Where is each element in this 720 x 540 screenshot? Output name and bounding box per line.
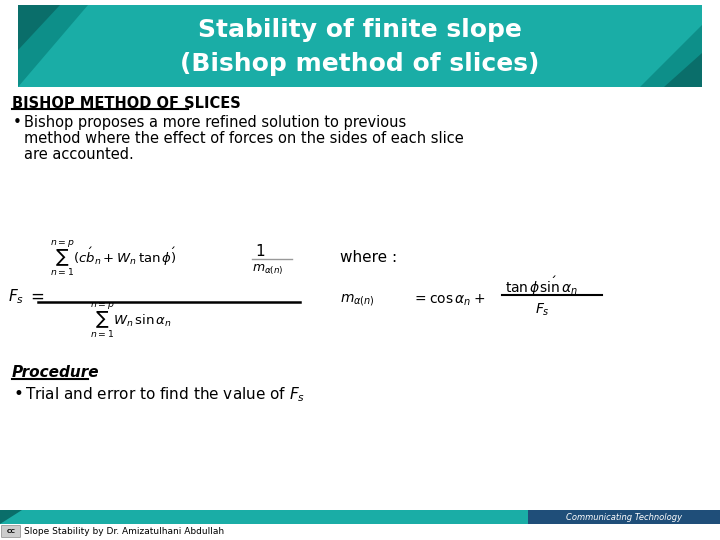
Text: =: = (30, 288, 44, 306)
Bar (0, 524, 720, 540)
Text: where :: where : (340, 251, 397, 266)
FancyBboxPatch shape (1, 525, 20, 537)
Text: method where the effect of forces on the sides of each slice: method where the effect of forces on the… (24, 131, 464, 146)
Text: $m_{\alpha(n)}$: $m_{\alpha(n)}$ (340, 292, 375, 308)
Text: $1$: $1$ (255, 243, 265, 259)
Text: Communicating Technology: Communicating Technology (566, 512, 682, 522)
Text: Procedure: Procedure (12, 365, 99, 380)
Bar (18, 5, 702, 87)
Polygon shape (664, 53, 702, 87)
Text: $m_{\alpha(n)}$: $m_{\alpha(n)}$ (252, 263, 284, 277)
Text: $\sum_{n=1}^{n=p}(c\'b_n + W_n\,\tan\phi\')$: $\sum_{n=1}^{n=p}(c\'b_n + W_n\,\tan\phi… (50, 238, 176, 278)
Text: •: • (13, 115, 22, 130)
Text: $F_s$: $F_s$ (535, 302, 550, 318)
Text: Bishop proposes a more refined solution to previous: Bishop proposes a more refined solution … (24, 115, 406, 130)
Text: $= \cos\alpha_n +$: $= \cos\alpha_n +$ (412, 292, 485, 308)
Text: $\sum_{n=1}^{n=p} W_n\,\sin\alpha_n$: $\sum_{n=1}^{n=p} W_n\,\sin\alpha_n$ (90, 300, 172, 340)
Text: Stability of finite slope: Stability of finite slope (198, 18, 522, 42)
Text: $\tan\phi\'\sin\alpha_n$: $\tan\phi\'\sin\alpha_n$ (505, 274, 578, 298)
Text: BISHOP METHOD OF SLICES: BISHOP METHOD OF SLICES (12, 96, 240, 111)
Text: Slope Stability by Dr. Amizatulhani Abdullah: Slope Stability by Dr. Amizatulhani Abdu… (24, 527, 224, 536)
Text: •: • (13, 385, 23, 403)
Text: are accounted.: are accounted. (24, 147, 134, 162)
Text: $F_s$: $F_s$ (8, 288, 24, 306)
Text: (Bishop method of slices): (Bishop method of slices) (180, 52, 540, 76)
Text: Trial and error to find the value of $F_s$: Trial and error to find the value of $F_… (25, 385, 305, 404)
Bar (0, 510, 720, 524)
Polygon shape (18, 5, 60, 50)
Polygon shape (0, 510, 22, 524)
Text: CC: CC (6, 529, 16, 534)
Polygon shape (640, 25, 702, 87)
Bar (528, 510, 720, 524)
Polygon shape (18, 5, 88, 87)
